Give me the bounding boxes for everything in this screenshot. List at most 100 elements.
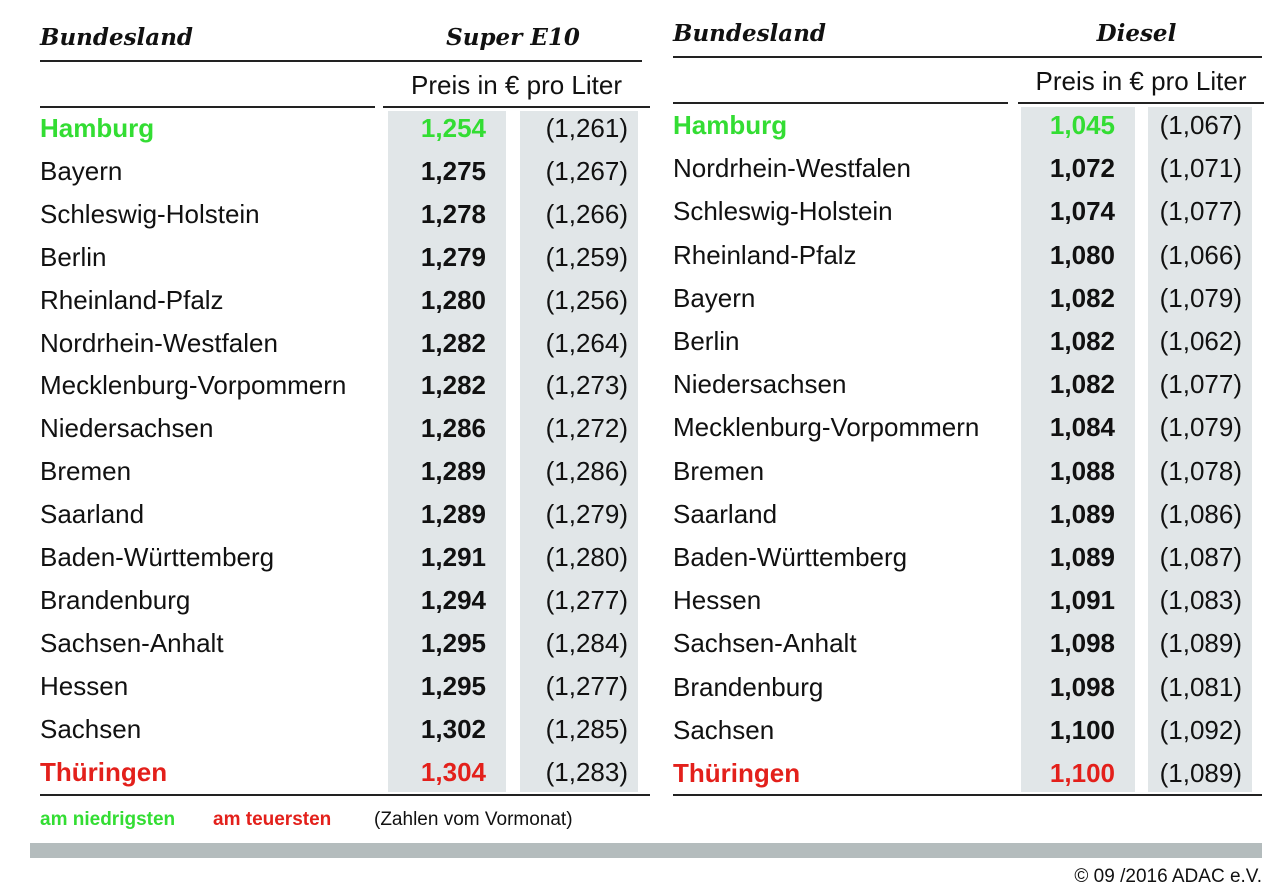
- region-name: Mecklenburg-Vorpommern: [40, 370, 347, 401]
- price: 1,282: [420, 370, 486, 401]
- header-fuel: Super E10: [446, 24, 580, 51]
- previous-price: (1,089): [1159, 628, 1242, 659]
- price: 1,082: [1049, 282, 1115, 313]
- region-name: Berlin: [673, 326, 740, 356]
- price: 1,295: [420, 627, 486, 658]
- price: 1,082: [1049, 369, 1115, 400]
- previous-price: (1,089): [1159, 758, 1242, 788]
- price: 1,282: [420, 327, 486, 358]
- region-name: Mecklenburg-Vorpommern: [673, 412, 980, 443]
- price: 1,072: [1049, 153, 1115, 184]
- legend-note: (Zahlen vom Vormonat): [374, 809, 573, 830]
- region-name: Niedersachsen: [673, 369, 847, 400]
- subheader-line: [383, 106, 650, 108]
- previous-price: (1,078): [1159, 455, 1242, 486]
- previous-price: (1,079): [1159, 412, 1242, 443]
- previous-price: (1,285): [545, 713, 628, 744]
- price: 1,304: [420, 756, 486, 787]
- price: 1,291: [420, 542, 486, 572]
- region-name: Bremen: [673, 455, 765, 486]
- previous-price: (1,261): [545, 113, 628, 143]
- region-name: Bayern: [40, 155, 123, 186]
- header-fuel: Diesel: [1096, 20, 1177, 47]
- region-name: Bremen: [40, 456, 132, 487]
- region-name: Sachsen-Anhalt: [40, 627, 224, 658]
- region-name: Hamburg: [673, 110, 788, 140]
- previous-price: (1,267): [545, 155, 628, 186]
- price-column-bg: [388, 111, 506, 792]
- header-region: Bundesland: [40, 24, 193, 51]
- region-name: Nordrhein-Westfalen: [673, 153, 911, 184]
- region-name: Hessen: [40, 670, 129, 701]
- legend-lowest: am niedrigsten: [40, 809, 176, 830]
- previous-price: (1,077): [1159, 369, 1242, 400]
- price: 1,278: [420, 198, 486, 229]
- region-name: Baden-Württemberg: [673, 542, 908, 572]
- price: 1,100: [1049, 758, 1115, 788]
- previous-price: (1,272): [545, 413, 628, 444]
- previous-price: (1,284): [545, 627, 628, 658]
- price: 1,254: [420, 113, 486, 143]
- region-name: Saarland: [40, 499, 145, 530]
- previous-price: (1,279): [545, 499, 628, 530]
- region-name: Schleswig-Holstein: [40, 198, 260, 229]
- region-name: Nordrhein-Westfalen: [40, 327, 278, 358]
- previous-column-bg: [1148, 107, 1252, 792]
- region-name: Hessen: [673, 585, 762, 616]
- price: 1,279: [420, 241, 486, 272]
- bottom-line: [673, 794, 1262, 796]
- region-name: Sachsen-Anhalt: [673, 628, 857, 659]
- price: 1,088: [1049, 455, 1115, 486]
- region-name: Thüringen: [673, 758, 801, 788]
- previous-price: (1,259): [545, 241, 628, 272]
- footer: © 09 /2016 ADAC e.V.: [1074, 866, 1262, 887]
- price: 1,084: [1049, 412, 1115, 443]
- price: 1,289: [420, 499, 486, 530]
- previous-price: (1,067): [1159, 110, 1242, 140]
- region-name: Rheinland-Pfalz: [40, 284, 224, 315]
- previous-column-bg: [520, 111, 638, 792]
- price: 1,091: [1049, 585, 1115, 616]
- legend-highest: am teuersten: [213, 809, 332, 830]
- header-line: [40, 60, 642, 62]
- previous-price: (1,277): [545, 584, 628, 615]
- price-column-bg: [1021, 107, 1135, 792]
- region-name: Sachsen: [40, 713, 142, 744]
- subheader-line: [40, 106, 375, 108]
- region-name: Rheinland-Pfalz: [673, 239, 857, 270]
- region-name: Berlin: [40, 241, 107, 272]
- region-name: Schleswig-Holstein: [673, 196, 893, 227]
- previous-price: (1,280): [545, 542, 628, 572]
- header-unit: Preis in € pro Liter: [1035, 66, 1247, 96]
- bottom-line: [40, 794, 650, 796]
- previous-price: (1,277): [545, 670, 628, 701]
- price: 1,074: [1049, 196, 1115, 227]
- previous-price: (1,283): [545, 756, 628, 787]
- price: 1,082: [1049, 326, 1115, 356]
- previous-price: (1,081): [1159, 671, 1242, 702]
- previous-price: (1,079): [1159, 282, 1242, 313]
- price: 1,275: [420, 155, 486, 186]
- subheader-line: [673, 102, 1008, 104]
- region-name: Brandenburg: [673, 671, 824, 702]
- price: 1,294: [420, 584, 486, 615]
- price: 1,289: [420, 456, 486, 487]
- previous-price: (1,256): [545, 284, 628, 315]
- previous-price: (1,077): [1159, 196, 1242, 227]
- previous-price: (1,264): [545, 327, 628, 358]
- price: 1,089: [1049, 542, 1115, 572]
- price: 1,080: [1049, 239, 1115, 270]
- previous-price: (1,087): [1159, 542, 1242, 572]
- price: 1,045: [1049, 110, 1115, 140]
- price: 1,286: [420, 413, 486, 444]
- previous-price: (1,273): [545, 370, 628, 401]
- price: 1,100: [1049, 714, 1115, 745]
- region-name: Thüringen: [40, 756, 168, 787]
- region-name: Brandenburg: [40, 584, 191, 615]
- price: 1,295: [420, 670, 486, 701]
- divider-bar: [30, 843, 1262, 858]
- header-unit: Preis in € pro Liter: [411, 70, 622, 100]
- previous-price: (1,092): [1159, 714, 1242, 745]
- price: 1,089: [1049, 498, 1115, 529]
